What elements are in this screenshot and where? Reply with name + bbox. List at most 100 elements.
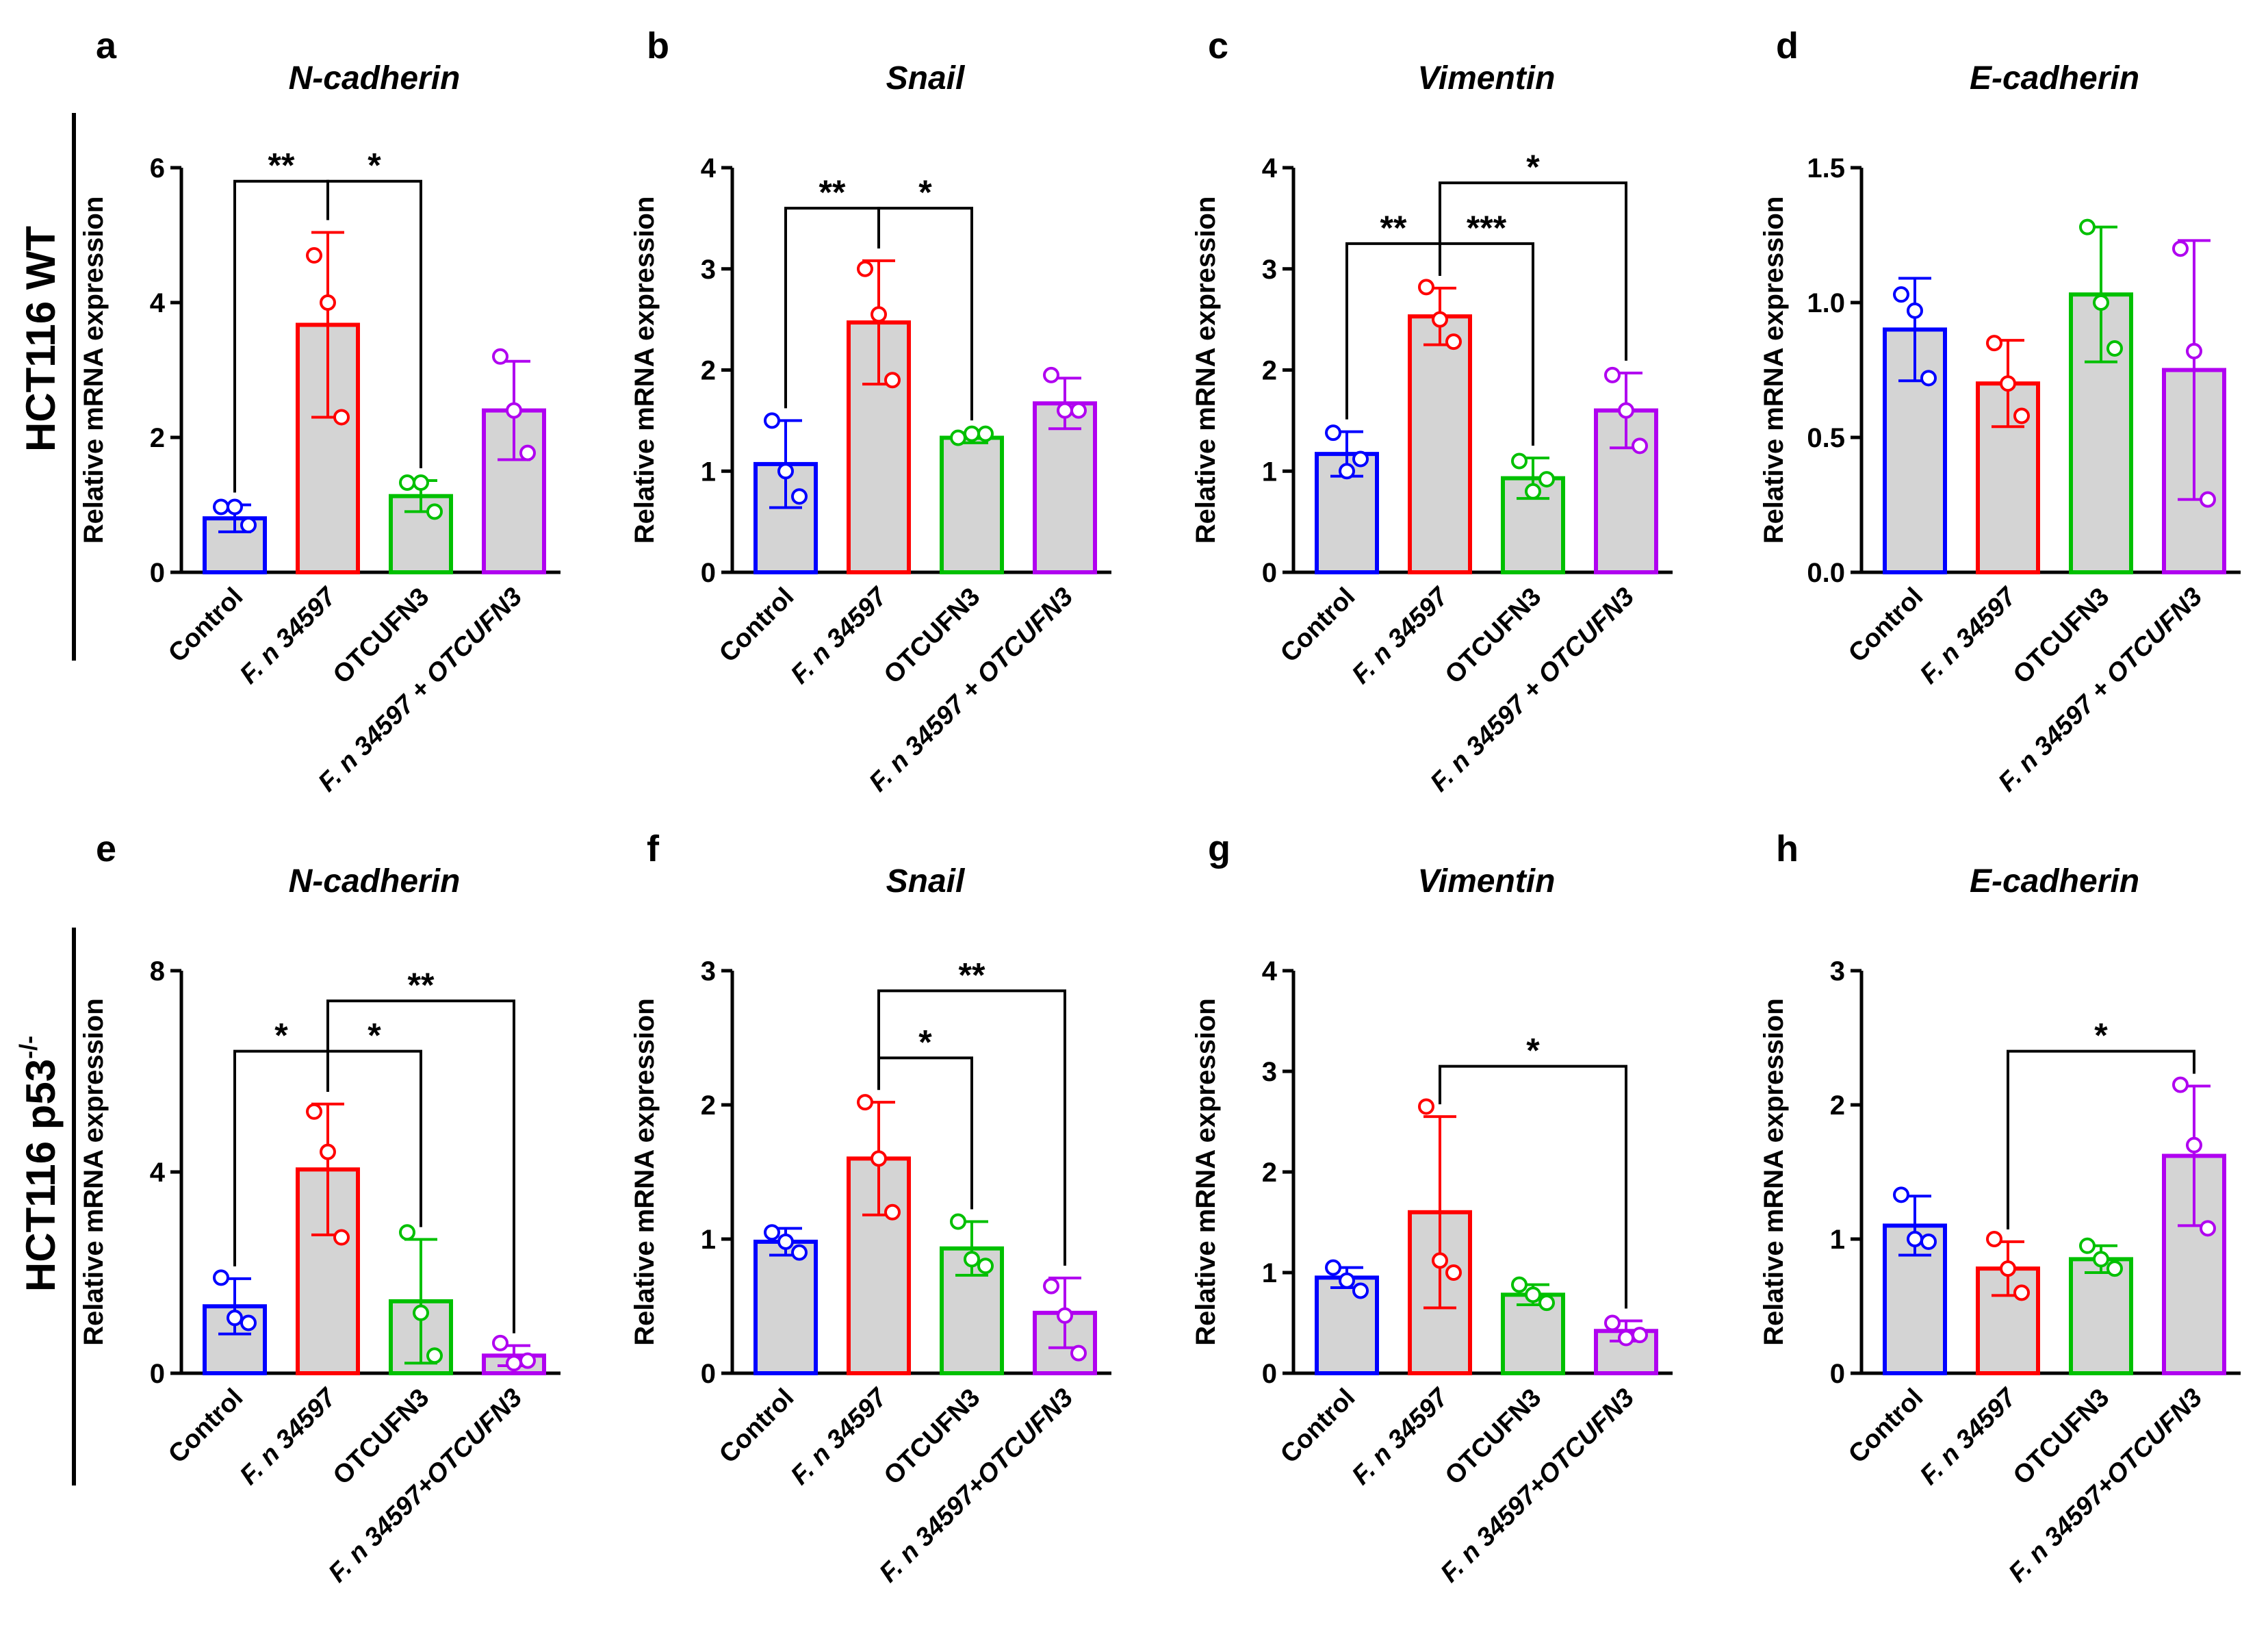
data-point [777, 463, 794, 480]
data-point [1538, 471, 1555, 488]
significance-label: ** [408, 966, 435, 1004]
data-point [320, 1143, 336, 1160]
panels: a N-cadherin 0 2 4 6 Relative mRNA expression C… [79, 25, 2241, 1588]
significance-label: * [918, 1023, 932, 1061]
y-tick-label: 2 [1830, 1091, 1845, 1121]
panel-b: b Snail 0 1 2 3 4 Relative mRNA expression Contr… [630, 25, 1111, 798]
data-point [964, 425, 980, 442]
data-point [2172, 1076, 2189, 1093]
y-axis-label: Relative mRNA expression [1759, 196, 1789, 544]
y-tick-label: 0 [1830, 1359, 1845, 1389]
panel-letter: b [647, 25, 669, 66]
data-point [413, 474, 429, 491]
y-tick-label: 3 [1262, 1057, 1277, 1087]
bar-2 [1408, 314, 1472, 574]
y-tick-label: 6 [150, 153, 165, 183]
category-label: F. n 34597+OTCUFN3 [323, 1383, 528, 1588]
data-point [1511, 452, 1528, 470]
bar-1 [753, 1239, 818, 1376]
data-point [791, 488, 808, 505]
significance-label: ** [268, 146, 295, 185]
y-tick-label: 0 [150, 558, 165, 588]
data-point [884, 372, 901, 389]
data-point [227, 498, 243, 515]
panel-title: Vimentin [1418, 60, 1556, 97]
data-point [1604, 366, 1621, 383]
y-tick-label: 0 [150, 1359, 165, 1389]
y-tick-label: 2 [701, 1091, 716, 1121]
bar-3 [2069, 1257, 2133, 1376]
y-tick-label: 1 [1830, 1225, 1845, 1255]
significance-label: * [918, 173, 932, 212]
data-point [306, 1103, 322, 1120]
significance-label: * [274, 1017, 288, 1055]
data-point [426, 503, 443, 520]
data-point [2079, 218, 2096, 235]
y-tick-label: 4 [150, 288, 166, 318]
data-point [1893, 286, 1909, 303]
panel-a: a N-cadherin 0 2 4 6 Relative mRNA expression C… [79, 25, 560, 798]
data-point [227, 1310, 243, 1327]
data-point [306, 247, 322, 264]
panel-letter: g [1208, 828, 1230, 869]
data-point [1339, 1272, 1355, 1289]
y-tick-label: 0.5 [1807, 423, 1845, 453]
category-label: F. n 34597 [786, 1382, 894, 1490]
data-point [333, 409, 350, 426]
data-point [871, 1150, 887, 1167]
data-point [777, 1233, 794, 1250]
data-point [2093, 294, 2109, 311]
category-label: Control [714, 583, 799, 668]
data-point [791, 1244, 808, 1261]
y-axis-label: Relative mRNA expression [630, 196, 660, 544]
bar-3 [940, 435, 1004, 574]
data-point [1070, 402, 1087, 419]
data-point [1352, 450, 1369, 468]
significance-label: * [368, 146, 381, 185]
y-tick-label: 0 [1262, 558, 1277, 588]
y-axis-label: Relative mRNA expression [1191, 196, 1221, 544]
data-point [1352, 1282, 1369, 1299]
panel-g: g Vimentin 0 1 2 3 4 Relative mRNA expression Co… [1191, 828, 1673, 1588]
y-tick-label: 3 [1830, 956, 1845, 986]
data-point [1325, 424, 1341, 442]
panel-letter: h [1776, 828, 1799, 869]
category-label: F. n 34597 [235, 581, 343, 689]
data-point [964, 1251, 980, 1268]
data-point [1538, 1295, 1555, 1312]
category-label: Control [163, 583, 248, 668]
panel-title: N-cadherin [289, 863, 461, 900]
category-label: F. n 34597+OTCUFN3 [874, 1383, 1079, 1588]
panel-c: c Vimentin 0 1 2 3 4 Relative mRNA expression Co… [1191, 25, 1673, 798]
bar-3 [1501, 1292, 1565, 1375]
y-tick-label: 0.0 [1807, 558, 1845, 588]
y-tick-label: 0 [1262, 1359, 1277, 1389]
data-point [871, 306, 887, 323]
data-point [240, 517, 257, 534]
data-point [857, 1094, 873, 1111]
significance-bracket [877, 207, 973, 421]
category-label: Control [1843, 1383, 1929, 1469]
row-label-wt: HCT116 WT [18, 226, 64, 452]
data-point [1432, 1252, 1448, 1269]
data-point [2186, 1136, 2202, 1153]
data-point [1418, 279, 1434, 296]
panel-h: h E-cadherin 0 1 2 3 Relative mRNA expression C… [1759, 828, 2241, 1588]
data-point [1043, 366, 1059, 383]
data-point [2000, 1260, 2016, 1277]
y-tick-label: 2 [1262, 1158, 1277, 1188]
significance-bracket [326, 179, 422, 469]
significance-bracket [2007, 1049, 2195, 1229]
category-label: F. n 34597+OTCUFN3 [2003, 1383, 2208, 1588]
y-tick-label: 3 [701, 956, 716, 986]
data-point [2106, 340, 2123, 357]
data-point [1511, 1276, 1528, 1293]
y-tick-label: 1 [1262, 1258, 1277, 1288]
data-point [1057, 1307, 1073, 1324]
data-point [1325, 1259, 1341, 1276]
data-point [1070, 1344, 1087, 1362]
data-point [2093, 1251, 2109, 1268]
panel-letter: d [1776, 25, 1799, 66]
data-point [1057, 402, 1073, 419]
